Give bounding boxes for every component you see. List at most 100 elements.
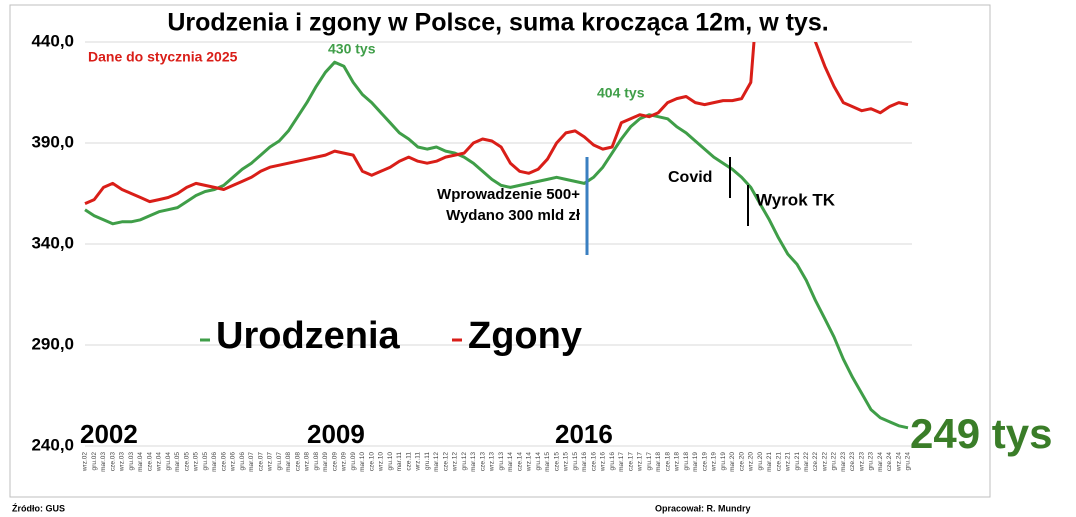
- annotation: 404 tys: [597, 85, 645, 101]
- x-tick-label: gru.04: [165, 452, 172, 471]
- year-label: 2016: [555, 419, 613, 449]
- plot: [84, 42, 909, 430]
- x-tick-label: cze.19: [701, 452, 708, 472]
- annotation: Wprowadzenie 500+: [437, 186, 580, 203]
- frame: [9, 4, 991, 498]
- x-tick-label: wrz.16: [600, 452, 607, 473]
- x-tick-label: mar.17: [618, 452, 625, 472]
- x-tick-label: gru.17: [646, 452, 653, 471]
- x-tick-label: mar.23: [840, 452, 847, 472]
- x-tick-label: mar.21: [766, 452, 773, 472]
- x-tick-label: mar.18: [655, 452, 662, 472]
- x-axis: wrz.02 gru.02 mar.03 cze.03 wrz.03 gru.03 mar.…: [82, 452, 912, 473]
- x-tick-label: wrz.10: [378, 452, 385, 473]
- x-tick-label: wrz.22: [821, 452, 828, 473]
- x-tick-label: gru.03: [128, 452, 135, 471]
- annotation: Wydano 300 mld zł: [446, 207, 581, 224]
- x-tick-label: gru.13: [498, 452, 505, 471]
- x-tick-label: wrz.14: [526, 452, 533, 473]
- legend-label: Urodzenia: [216, 315, 401, 357]
- x-tick-label: cze.05: [183, 452, 190, 472]
- x-tick-label: mar.09: [322, 452, 329, 472]
- x-tick-label: cze.24: [886, 452, 893, 472]
- x-tick-label: cze.11: [405, 452, 412, 471]
- annotation: 249 tys: [910, 410, 1052, 457]
- x-tick-label: mar.20: [729, 452, 736, 472]
- source: Źródło: GUS: [12, 503, 65, 513]
- x-tick-label: gru.18: [683, 452, 690, 471]
- x-tick-label: mar.03: [100, 452, 107, 472]
- x-tick-label: mar.14: [507, 452, 514, 472]
- x-tick-label: wrz.24: [895, 452, 902, 473]
- x-tick-label: cze.07: [257, 452, 264, 472]
- x-tick-label: gru.20: [757, 452, 764, 471]
- x-tick-label: gru.21: [794, 452, 801, 471]
- x-tick-label: wrz.03: [119, 452, 126, 473]
- data-line: [84, 42, 909, 205]
- x-tick-label: wrz.20: [748, 452, 755, 473]
- x-tick-label: mar.11: [396, 452, 403, 472]
- x-tick-label: mar.05: [174, 452, 181, 472]
- x-tick-label: wrz.23: [858, 452, 865, 473]
- x-tick-label: mar.08: [285, 452, 292, 472]
- x-tick-label: gru.06: [239, 452, 246, 471]
- y-tick-label: 340,0: [31, 233, 74, 252]
- x-tick-label: cze.22: [812, 452, 819, 472]
- x-tick-label: wrz.04: [156, 452, 163, 473]
- x-tick-label: gru.05: [202, 452, 209, 471]
- annotation: Wyrok TK: [756, 190, 836, 209]
- x-tick-label: cze.03: [109, 452, 116, 472]
- x-tick-label: wrz.02: [82, 452, 89, 473]
- x-tick-label: mar.19: [692, 452, 699, 472]
- x-tick-label: gru.11: [424, 452, 431, 470]
- x-tick-label: wrz.13: [489, 452, 496, 473]
- x-tick-label: wrz.21: [785, 452, 792, 473]
- x-tick-label: gru.15: [572, 452, 579, 471]
- chart-title: Urodzenia i zgony w Polsce, suma krocząc…: [167, 9, 828, 37]
- x-tick-label: gru.24: [905, 452, 912, 471]
- subtitle: Dane do stycznia 2025: [88, 49, 238, 65]
- x-tick-label: wrz.18: [674, 452, 681, 473]
- annotation: Covid: [668, 169, 712, 186]
- x-tick-label: wrz.15: [563, 452, 570, 473]
- x-tick-label: gru.23: [868, 452, 875, 471]
- y-tick-label: 390,0: [31, 132, 74, 151]
- x-tick-label: gru.02: [91, 452, 98, 471]
- x-tick-label: wrz.17: [637, 452, 644, 473]
- x-tick-label: cze.12: [442, 452, 449, 472]
- x-tick-label: mar.16: [581, 452, 588, 472]
- x-tick-label: mar.10: [359, 452, 366, 472]
- x-tick-label: cze.15: [553, 452, 560, 472]
- x-tick-label: wrz.12: [452, 452, 459, 473]
- x-tick-label: cze.21: [775, 452, 782, 472]
- x-tick-label: cze.10: [368, 452, 375, 472]
- x-tick-label: cze.14: [516, 452, 523, 472]
- annotation: 430 tys: [328, 41, 376, 57]
- grid: 240,0 290,0 340,0 390,0 440,0: [31, 31, 912, 454]
- annotations: Urodzenia i zgony w Polsce, suma krocząc…: [12, 9, 1052, 514]
- x-tick-label: wrz.19: [711, 452, 718, 473]
- x-tick-label: gru.10: [387, 452, 394, 471]
- data-line: [84, 60, 909, 430]
- x-tick-label: mar.15: [544, 452, 551, 472]
- x-tick-label: gru.07: [276, 452, 283, 471]
- x-tick-label: cze.20: [738, 452, 745, 472]
- x-tick-label: mar.04: [137, 452, 144, 472]
- x-tick-label: wrz.07: [267, 452, 274, 473]
- year-label: 2009: [307, 419, 365, 449]
- x-tick-label: cze.23: [849, 452, 856, 472]
- x-tick-label: gru.19: [720, 452, 727, 471]
- x-tick-label: wrz.09: [341, 452, 348, 473]
- x-tick-label: wrz.05: [193, 452, 200, 473]
- x-tick-label: cze.08: [294, 452, 301, 472]
- y-tick-label: 240,0: [31, 435, 74, 454]
- x-tick-label: cze.18: [664, 452, 671, 472]
- x-tick-label: wrz.08: [304, 452, 311, 473]
- y-tick-label: 440,0: [31, 31, 74, 50]
- x-tick-label: wrz.06: [230, 452, 237, 473]
- x-tick-label: gru.22: [831, 452, 838, 471]
- x-tick-label: cze.04: [146, 452, 153, 472]
- x-tick-label: cze.16: [590, 452, 597, 472]
- x-tick-label: wrz.11: [415, 452, 422, 472]
